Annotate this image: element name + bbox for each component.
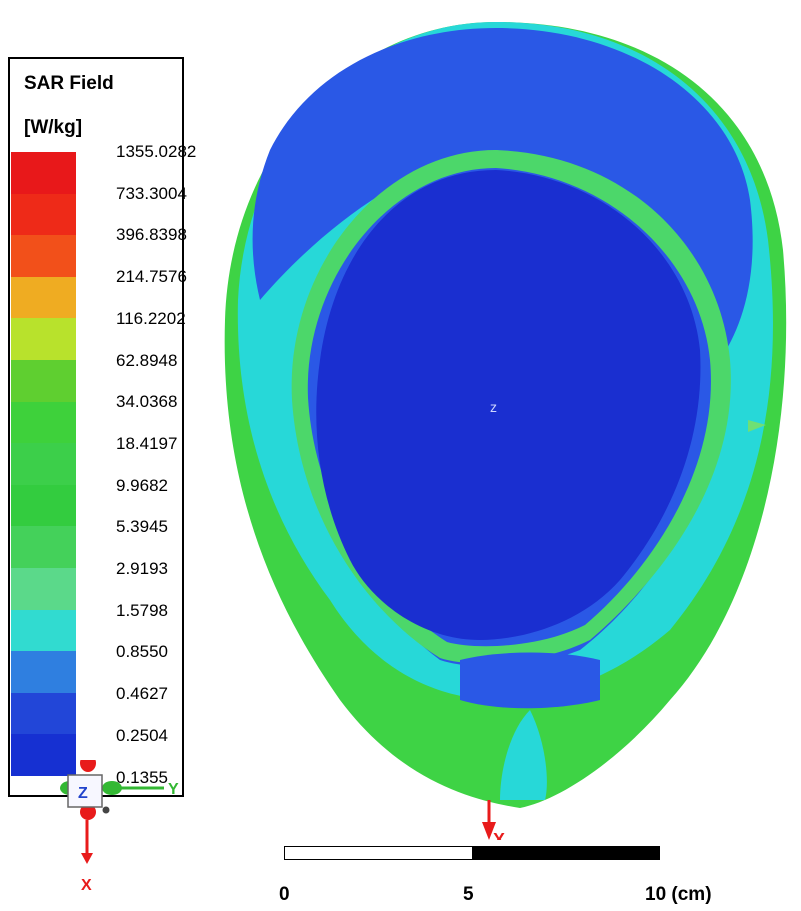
legend-tick-label: 0.2504 [116, 725, 168, 745]
scene-x-arrow-icon [482, 822, 496, 840]
sar-field-plot[interactable]: z X [200, 0, 801, 840]
legend-swatch [11, 609, 76, 652]
ear-feature [748, 420, 766, 432]
legend-title: SAR Field [24, 73, 114, 94]
legend-tick-label: 0.1355 [116, 767, 168, 787]
scale-bar-white-segment [284, 846, 473, 860]
legend-swatch [11, 484, 76, 527]
legend-tick-label: 9.9682 [116, 475, 168, 495]
legend-swatch [11, 193, 76, 236]
legend-swatch [11, 526, 76, 568]
chin-blue-band [460, 652, 600, 709]
triad-z-box[interactable] [67, 774, 103, 808]
legend-tick-label: 116.2202 [116, 308, 186, 328]
chin-cyan-strip [500, 710, 547, 800]
legend-swatch [11, 443, 76, 485]
legend-tick-label: 1.5798 [116, 600, 168, 620]
triad-x-cone-bottom [80, 804, 96, 820]
legend-swatch [11, 152, 76, 194]
legend-tick-label: 0.4627 [116, 684, 168, 704]
legend-swatch [11, 401, 76, 444]
coordinate-triad[interactable]: Y Z X [60, 760, 200, 900]
legend-swatch [11, 692, 76, 735]
triad-x-cone-top [80, 760, 96, 772]
legend-tick-label: 214.7576 [116, 267, 187, 287]
triad-origin-dot [102, 806, 110, 814]
center-probe-marker: z [490, 399, 497, 415]
triad-x-arrow-icon [81, 853, 93, 864]
legend-swatch [11, 567, 76, 610]
legend-tick-label: 733.3004 [116, 183, 187, 203]
deep-blue-core [316, 170, 701, 640]
legend-tick-label: 18.4197 [116, 433, 178, 453]
legend-swatch [11, 318, 76, 360]
triad-y-label: Y [168, 781, 179, 798]
legend-tick-label: 2.9193 [116, 559, 168, 578]
scale-bar [284, 846, 660, 860]
legend-tick-label: 0.8550 [116, 642, 168, 662]
scene-x-label: X [493, 830, 505, 840]
legend-tick-label: 396.8398 [116, 225, 187, 245]
legend-color-scale [11, 152, 76, 776]
scale-label-0: 0 [279, 884, 290, 905]
legend-swatch [11, 235, 76, 277]
legend-tick-label: 34.0368 [116, 392, 178, 412]
upper-blue-region [252, 28, 753, 360]
legend-tick-label: 5.3945 [116, 517, 168, 537]
triad-z-label: Z [78, 785, 88, 802]
legend-swatch [11, 651, 76, 693]
scale-label-5: 5 [463, 884, 474, 905]
legend-swatch [11, 359, 76, 402]
legend-swatch [11, 276, 76, 319]
scale-label-10: 10 (cm) [645, 884, 712, 905]
legend-swatch [11, 734, 76, 776]
legend-tick-label: 62.8948 [116, 350, 178, 370]
scale-bar-black-segment [472, 846, 660, 860]
legend-tick-label: 1355.0282 [116, 142, 197, 161]
legend-unit: [W/kg] [24, 117, 83, 138]
triad-x-label: X [81, 877, 92, 894]
